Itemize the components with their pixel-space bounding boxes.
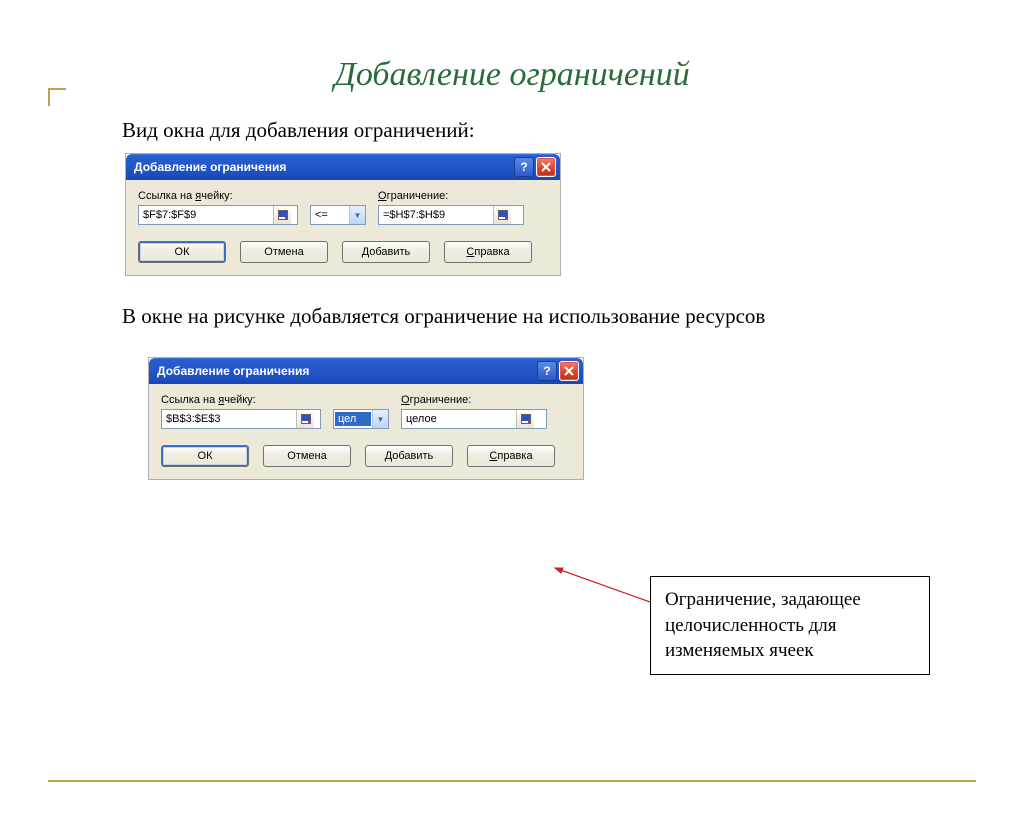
titlebar[interactable]: Добавление ограничения ? — [149, 358, 583, 384]
add-button[interactable]: Добавить — [342, 241, 430, 263]
constraint-input[interactable] — [379, 206, 493, 224]
cancel-button[interactable]: Отмена — [263, 445, 351, 467]
cell-ref-label: Ссылка на ячейку: — [138, 190, 298, 202]
operator-select[interactable]: цел ▼ — [333, 409, 389, 429]
titlebar-text: Добавление ограничения — [134, 160, 512, 174]
titlebar[interactable]: Добавление ограничения ? — [126, 154, 560, 180]
close-icon[interactable] — [559, 361, 579, 381]
mid-text: В окне на рисунке добавляется ограничени… — [122, 304, 966, 329]
callout-box: Ограничение, задающее целочисленность дл… — [650, 576, 930, 675]
add-constraint-dialog-1: Добавление ограничения ? Ссылка на ячейк… — [125, 153, 561, 276]
page-title: Добавление ограничений — [0, 56, 1024, 94]
operator-value: <= — [311, 209, 349, 221]
help-icon[interactable]: ? — [514, 157, 534, 177]
constraint-label: Ограничение: — [378, 190, 524, 202]
constraint-input-wrap[interactable] — [378, 205, 524, 225]
chevron-down-icon[interactable]: ▼ — [349, 206, 365, 224]
help-icon[interactable]: ? — [537, 361, 557, 381]
titlebar-text: Добавление ограничения — [157, 364, 535, 378]
ok-button[interactable]: ОК — [138, 241, 226, 263]
constraint-input-wrap[interactable] — [401, 409, 547, 429]
add-constraint-dialog-2: Добавление ограничения ? Ссылка на ячейк… — [148, 357, 584, 480]
intro-text: Вид окна для добавления ограничений: — [122, 118, 966, 143]
refedit-icon[interactable] — [273, 206, 291, 224]
corner-decoration — [48, 88, 66, 106]
cancel-button[interactable]: Отмена — [240, 241, 328, 263]
cell-ref-input[interactable] — [139, 206, 273, 224]
constraint-input[interactable] — [402, 410, 516, 428]
cell-ref-label: Ссылка на ячейку: — [161, 394, 321, 406]
refedit-icon[interactable] — [296, 410, 314, 428]
help-button[interactable]: Справка — [467, 445, 555, 467]
footer-rule — [48, 780, 976, 782]
operator-value: цел — [335, 412, 371, 426]
close-icon[interactable] — [536, 157, 556, 177]
add-button[interactable]: Добавить — [365, 445, 453, 467]
refedit-icon[interactable] — [516, 410, 534, 428]
cell-ref-input[interactable] — [162, 410, 296, 428]
chevron-down-icon[interactable]: ▼ — [372, 410, 388, 428]
ok-button[interactable]: ОК — [161, 445, 249, 467]
constraint-label: Ограничение: — [401, 394, 547, 406]
help-button[interactable]: Справка — [444, 241, 532, 263]
cell-ref-input-wrap[interactable] — [138, 205, 298, 225]
operator-select[interactable]: <= ▼ — [310, 205, 366, 225]
refedit-icon[interactable] — [493, 206, 511, 224]
cell-ref-input-wrap[interactable] — [161, 409, 321, 429]
